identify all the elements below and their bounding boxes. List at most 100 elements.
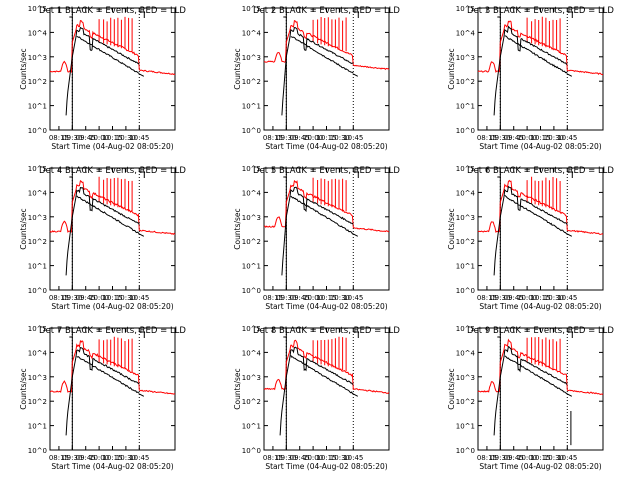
y-tick-label: 10^0: [242, 447, 261, 455]
x-tick-label: 10:45: [129, 294, 149, 302]
x-tick-label: 10:15: [316, 454, 336, 462]
x-tick-label: 10:00: [303, 294, 323, 302]
detector-panel-2: Det 2 BLACK = Events, RED = LLD10^010^11…: [233, 5, 400, 151]
detector-panel-1: Det 1 BLACK = Events, RED = LLD10^010^11…: [19, 5, 186, 151]
marker-bracket: [139, 11, 145, 18]
x-axis-label: Start Time (04-Aug-02 08:05:20): [265, 462, 387, 471]
y-axis-label: Counts/sec: [233, 208, 242, 249]
marker-bracket: [353, 171, 359, 178]
x-tick-label: 10:45: [557, 294, 577, 302]
lld-series: [264, 336, 390, 394]
x-tick-label: 10:30: [116, 294, 136, 302]
x-tick-label: 10:30: [116, 134, 136, 142]
x-tick-label: 10:15: [530, 134, 550, 142]
events-series: [279, 346, 359, 436]
y-tick-label: 10^4: [242, 349, 262, 357]
y-tick-label: 10^4: [28, 189, 48, 197]
x-axis-label: Start Time (04-Aug-02 08:05:20): [479, 462, 601, 471]
y-tick-label: 10^3: [456, 54, 475, 62]
y-tick-label: 10^5: [456, 325, 475, 333]
x-axis-label: Start Time (04-Aug-02 08:05:20): [479, 302, 601, 311]
y-tick-label: 10^0: [456, 447, 475, 455]
y-tick-label: 10^1: [456, 263, 475, 271]
y-tick-label: 10^1: [28, 103, 47, 111]
x-tick-label: 10:45: [129, 134, 149, 142]
x-tick-label: 10:45: [343, 134, 363, 142]
y-tick-label: 10^1: [242, 423, 261, 431]
plot-frame: [49, 327, 176, 451]
x-tick-label: 10:30: [330, 134, 350, 142]
detector-panel-8: Det 8 BLACK = Events, RED = LLD10^010^11…: [233, 325, 400, 471]
y-tick-label: 10^5: [242, 5, 261, 13]
lld-series: [477, 16, 604, 76]
x-tick-label: 09:45: [76, 454, 96, 462]
y-axis-label: Counts/sec: [447, 208, 456, 249]
marker-bracket: [353, 11, 359, 18]
x-tick-label: 10:00: [517, 294, 537, 302]
y-tick-label: 10^3: [28, 54, 47, 62]
y-axis-label: Counts/sec: [19, 368, 28, 409]
x-tick-label: 09:45: [290, 134, 310, 142]
y-tick-label: 10^0: [456, 127, 475, 135]
x-tick-label: 09:30: [276, 294, 296, 302]
y-tick-label: 10^2: [456, 398, 475, 406]
y-tick-label: 10^5: [456, 5, 475, 13]
y-tick-label: 10^3: [242, 54, 261, 62]
y-tick-label: 10^0: [456, 287, 475, 295]
y-tick-label: 10^3: [456, 374, 475, 382]
marker-bracket: [567, 11, 573, 18]
plot-frame: [477, 327, 604, 451]
y-axis-label: Counts/sec: [19, 48, 28, 89]
x-tick-label: 10:15: [316, 134, 336, 142]
y-axis-label: Counts/sec: [233, 48, 242, 89]
x-tick-label: 10:00: [303, 454, 323, 462]
x-tick-label: 10:15: [102, 294, 122, 302]
y-tick-label: 10^0: [242, 127, 261, 135]
lld-series: [477, 176, 604, 235]
events-series: [493, 185, 573, 276]
x-tick-label: 10:45: [129, 454, 149, 462]
y-tick-label: 10^0: [28, 447, 47, 455]
plot-frame: [263, 7, 390, 131]
y-tick-label: 10^4: [456, 349, 476, 357]
plot-frame: [477, 167, 604, 291]
x-tick-label: 10:30: [544, 134, 564, 142]
y-tick-label: 10^0: [28, 127, 47, 135]
x-axis-label: Start Time (04-Aug-02 08:05:20): [479, 142, 601, 151]
y-tick-label: 10^1: [28, 423, 47, 431]
events-series: [493, 345, 573, 446]
x-tick-label: 09:45: [504, 134, 524, 142]
detector-panel-9: Det 9 BLACK = Events, RED = LLD10^010^11…: [447, 325, 614, 471]
x-tick-label: 10:00: [89, 454, 109, 462]
x-tick-label: 08:15: [263, 294, 283, 302]
x-tick-label: 09:30: [276, 134, 296, 142]
lld-series: [49, 16, 176, 76]
events-series: [65, 347, 145, 436]
x-tick-label: 10:15: [102, 454, 122, 462]
x-tick-label: 09:30: [490, 454, 510, 462]
marker-bracket: [139, 331, 145, 338]
x-tick-label: 09:45: [504, 454, 524, 462]
y-tick-label: 10^5: [28, 325, 47, 333]
x-tick-label: 09:30: [490, 134, 510, 142]
x-tick-label: 10:45: [343, 454, 363, 462]
y-tick-label: 10^3: [28, 374, 47, 382]
y-tick-label: 10^3: [456, 214, 475, 222]
lld-series: [49, 336, 176, 395]
marker-bracket: [567, 331, 573, 338]
lld-series: [263, 177, 389, 233]
x-tick-label: 10:15: [316, 294, 336, 302]
y-axis-label: Counts/sec: [233, 368, 242, 409]
events-series: [65, 26, 145, 116]
marker-bracket: [139, 171, 145, 178]
y-tick-label: 10^2: [242, 398, 261, 406]
x-tick-label: 09:30: [62, 454, 82, 462]
y-tick-label: 10^0: [242, 287, 261, 295]
y-tick-label: 10^2: [28, 78, 47, 86]
y-tick-label: 10^2: [456, 238, 475, 246]
y-tick-label: 10^2: [28, 238, 47, 246]
detector-panel-6: Det 6 BLACK = Events, RED = LLD10^010^11…: [447, 165, 614, 311]
x-tick-label: 10:45: [343, 294, 363, 302]
x-tick-label: 10:30: [330, 454, 350, 462]
y-tick-label: 10^5: [242, 325, 261, 333]
